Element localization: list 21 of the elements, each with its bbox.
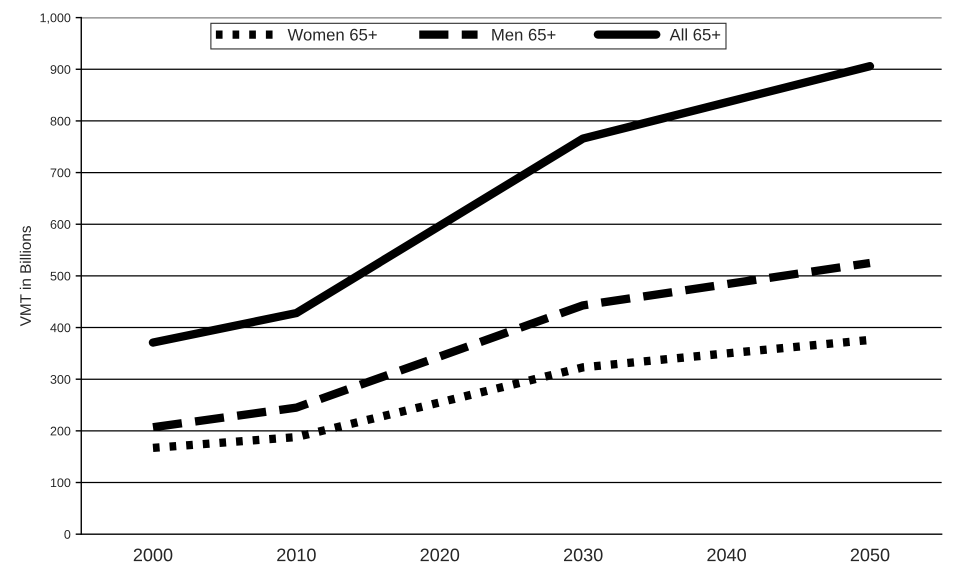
y-tick-label: 200 [50, 426, 70, 436]
x-tick-label: 2020 [420, 548, 460, 562]
y-tick-label: 0 [64, 530, 70, 539]
y-tick-label: 800 [50, 116, 70, 126]
legend-label: Men 65+ [492, 28, 556, 41]
y-tick-label: 1,000 [40, 13, 70, 24]
y-tick-label: 100 [50, 478, 70, 488]
y-tick-label: 400 [50, 323, 70, 332]
y-tick-label: 300 [50, 375, 70, 384]
y-tick-label: 700 [50, 168, 70, 178]
x-tick-label: 2030 [564, 548, 603, 562]
y-axis-title: VMT in Billions [20, 226, 31, 326]
legend-label: Women 65+ [288, 28, 377, 41]
y-tick-label: 500 [50, 272, 70, 281]
x-tick-label: 2010 [277, 548, 316, 562]
y-tick-label: 900 [50, 65, 70, 74]
legend-label: All 65+ [670, 28, 720, 41]
x-tick-label: 2040 [707, 548, 746, 562]
x-tick-label: 2000 [134, 548, 172, 562]
y-tick-label: 600 [50, 220, 70, 229]
x-tick-label: 2050 [850, 548, 890, 562]
